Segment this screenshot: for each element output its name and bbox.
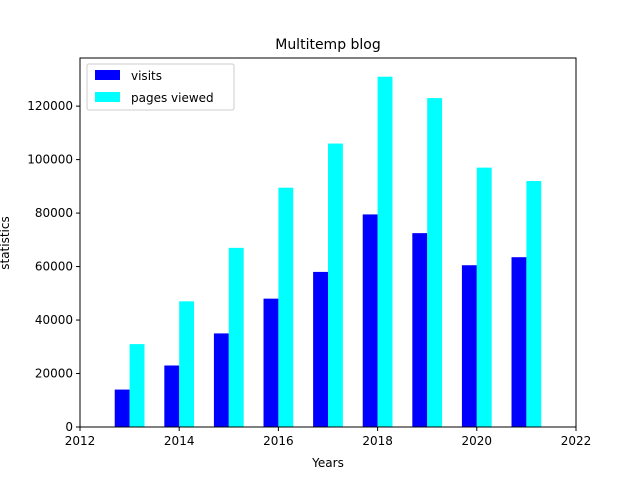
y-tick-label: 100000 xyxy=(27,153,73,167)
y-axis-ticks: 0 20000 40000 60000 80000 100000 120000 xyxy=(27,99,80,434)
x-axis-ticks: 2012 2014 2016 2018 2020 2022 xyxy=(65,427,592,448)
x-tick-label: 2016 xyxy=(263,434,294,448)
legend-label-visits: visits xyxy=(131,69,162,83)
x-axis-label: Years xyxy=(311,456,344,470)
bar-visits-2017 xyxy=(313,271,328,427)
x-tick-label: 2014 xyxy=(164,434,195,448)
bar-pages-viewed-2018 xyxy=(377,76,393,427)
bar-visits-2019 xyxy=(412,233,428,427)
x-tick-label: 2012 xyxy=(65,434,96,448)
bar-visits-2013 xyxy=(114,389,130,427)
legend-swatch-pages-viewed xyxy=(95,92,120,102)
bar-pages-viewed-2021 xyxy=(526,181,542,427)
bar-pages-viewed-2016 xyxy=(278,187,294,427)
y-tick-label: 0 xyxy=(65,420,73,434)
legend: visits pages viewed xyxy=(86,63,235,111)
bar-pages-viewed-2017 xyxy=(328,143,343,427)
y-tick-label: 40000 xyxy=(35,313,73,327)
y-tick-label: 60000 xyxy=(35,260,73,274)
bar-pages-viewed-2014 xyxy=(179,301,195,427)
bar-pages-viewed-2020 xyxy=(476,167,492,427)
bar-pages-viewed-2015 xyxy=(228,247,244,427)
y-axis-label: statistics xyxy=(0,216,12,270)
y-tick-label: 80000 xyxy=(35,206,73,220)
x-tick-label: 2018 xyxy=(362,434,393,448)
bar-visits-2018 xyxy=(362,214,378,427)
y-tick-label: 120000 xyxy=(27,99,73,113)
bars-group xyxy=(114,76,542,427)
x-tick-label: 2022 xyxy=(561,434,592,448)
x-tick-label: 2020 xyxy=(462,434,493,448)
bar-visits-2014 xyxy=(164,365,180,427)
legend-label-pages-viewed: pages viewed xyxy=(131,91,214,105)
y-tick-label: 20000 xyxy=(35,367,73,381)
plot-frame xyxy=(79,57,577,428)
bar-visits-2015 xyxy=(213,333,229,427)
bar-visits-2021 xyxy=(511,257,527,427)
bar-visits-2016 xyxy=(263,298,279,427)
legend-box xyxy=(86,63,235,111)
chart-title: Multitemp blog xyxy=(275,37,381,53)
bar-pages-viewed-2019 xyxy=(427,98,443,427)
bar-pages-viewed-2013 xyxy=(129,344,145,427)
bar-visits-2020 xyxy=(461,265,477,427)
legend-swatch-visits xyxy=(95,70,120,80)
